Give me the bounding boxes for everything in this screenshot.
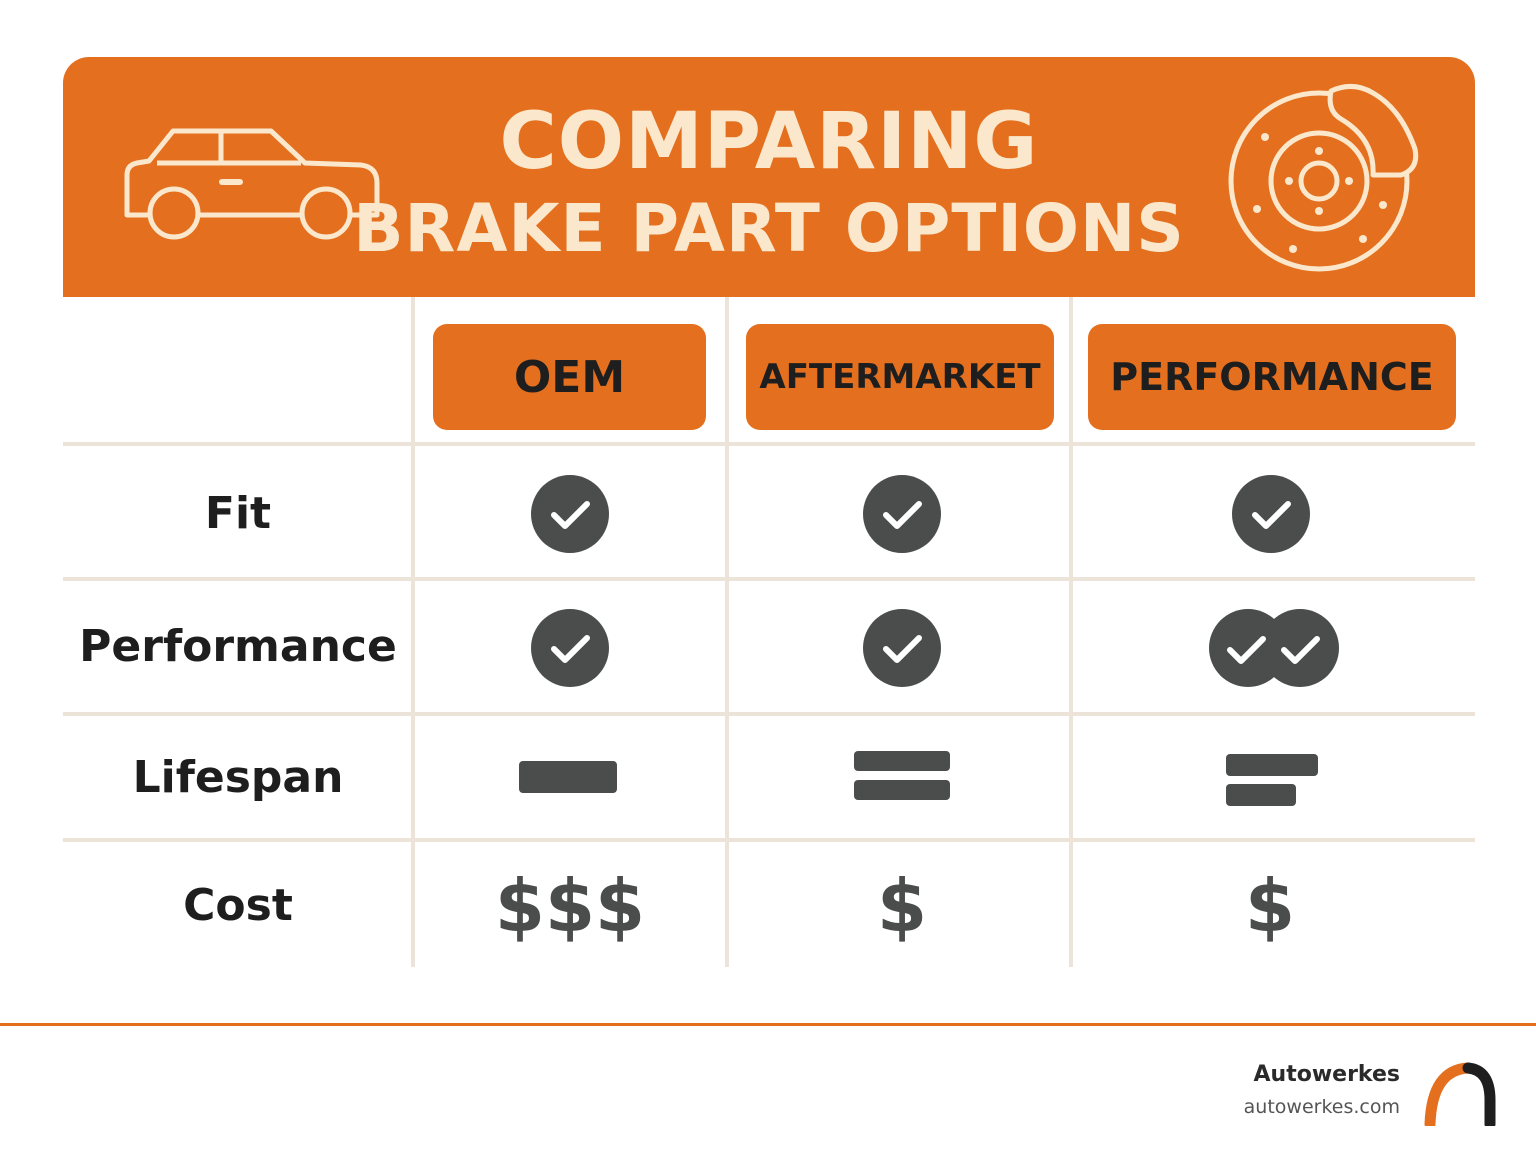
brand-url[interactable]: autowerkes.com — [1243, 1096, 1400, 1118]
row-divider — [63, 838, 1475, 842]
row-divider — [63, 442, 1475, 446]
column-header-aftermarket: AFTERMARKET — [746, 324, 1054, 430]
column-divider — [725, 297, 729, 967]
two-bars-icon — [854, 751, 950, 800]
column-header-oem: OEM — [433, 324, 706, 430]
check-icon — [863, 609, 941, 687]
page-subtitle: BRAKE PART OPTIONS — [353, 190, 1185, 267]
cost-value-aftermarket: $ — [876, 864, 928, 948]
cost-value-oem: $$$ — [494, 864, 646, 948]
double-check-icon — [1209, 609, 1339, 687]
check-icon — [531, 475, 609, 553]
car-icon — [124, 128, 380, 240]
check-icon — [531, 609, 609, 687]
row-label-lifespan: Lifespan — [132, 752, 344, 803]
column-header-performance: PERFORMANCE — [1088, 324, 1456, 430]
row-label-cost: Cost — [183, 880, 293, 931]
autowerkes-logo-icon — [1424, 1062, 1496, 1126]
one-bar-icon — [519, 761, 617, 793]
cost-value-performance: $ — [1244, 864, 1296, 948]
column-divider — [1069, 297, 1073, 967]
row-divider — [63, 712, 1475, 716]
column-divider — [411, 297, 415, 967]
row-label-fit: Fit — [204, 488, 272, 539]
row-label-performance: Performance — [79, 621, 397, 672]
check-icon — [863, 475, 941, 553]
brake-disc-icon — [1228, 84, 1419, 272]
check-icon — [1232, 475, 1310, 553]
page-title: COMPARING — [499, 97, 1039, 187]
footer-divider — [0, 1023, 1536, 1026]
row-divider — [63, 577, 1475, 581]
header-banner: COMPARING BRAKE PART OPTIONS — [63, 57, 1475, 297]
two-bars-short-icon — [1226, 754, 1318, 806]
brand-name: Autowerkes — [1253, 1062, 1400, 1087]
